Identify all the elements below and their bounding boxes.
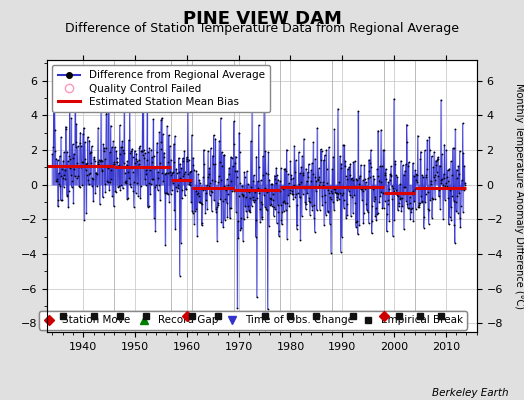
Text: PINE VIEW DAM: PINE VIEW DAM <box>182 10 342 28</box>
Text: Berkeley Earth: Berkeley Earth <box>432 388 508 398</box>
Y-axis label: Monthly Temperature Anomaly Difference (°C): Monthly Temperature Anomaly Difference (… <box>514 83 524 309</box>
Legend: Station Move, Record Gap, Time of Obs. Change, Empirical Break: Station Move, Record Gap, Time of Obs. C… <box>39 311 467 330</box>
Text: Difference of Station Temperature Data from Regional Average: Difference of Station Temperature Data f… <box>65 22 459 35</box>
